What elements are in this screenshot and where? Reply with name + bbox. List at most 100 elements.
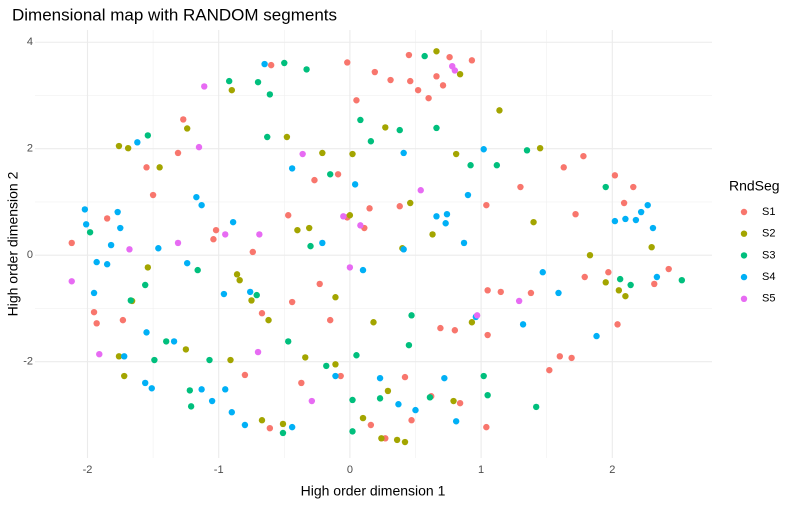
point <box>568 354 575 362</box>
point <box>68 278 75 285</box>
point <box>174 149 182 157</box>
point <box>357 116 364 124</box>
point <box>417 187 424 194</box>
point <box>319 239 326 247</box>
chart-title: Dimensional map with RANDOM segments <box>12 5 337 24</box>
point <box>227 356 234 364</box>
point <box>183 125 191 132</box>
point <box>86 229 94 236</box>
point <box>142 281 149 289</box>
point <box>266 91 274 98</box>
point <box>401 438 409 446</box>
point <box>319 149 326 157</box>
point <box>81 206 89 213</box>
point <box>446 53 453 61</box>
point <box>627 281 634 289</box>
point <box>121 353 128 360</box>
point <box>254 78 262 86</box>
point <box>651 280 658 288</box>
point <box>267 61 275 69</box>
y-tick-label: 0 <box>27 249 33 261</box>
point <box>407 77 414 85</box>
point <box>353 352 360 359</box>
point <box>155 245 162 252</box>
point <box>536 144 544 152</box>
point <box>357 222 364 229</box>
point <box>451 327 459 334</box>
point <box>378 435 385 442</box>
point <box>473 312 481 319</box>
point <box>382 124 389 131</box>
point <box>288 298 296 306</box>
point <box>425 94 432 102</box>
point <box>346 212 354 219</box>
legend-marker <box>740 252 748 259</box>
point <box>353 97 360 104</box>
point <box>665 265 672 273</box>
point <box>456 399 464 407</box>
point <box>126 246 133 253</box>
point <box>332 372 339 380</box>
point <box>90 289 98 297</box>
point <box>279 420 287 428</box>
point <box>359 266 367 274</box>
point <box>294 226 301 234</box>
point <box>497 288 504 296</box>
point <box>241 421 249 429</box>
point <box>414 86 422 94</box>
point <box>439 82 447 89</box>
point <box>407 199 414 207</box>
point <box>581 273 588 281</box>
y-tick-label: 4 <box>27 36 33 48</box>
legend-label: S1 <box>762 206 775 218</box>
point <box>515 297 523 305</box>
point <box>298 379 305 387</box>
point <box>174 239 182 247</box>
legend-marker <box>740 208 748 216</box>
point <box>241 371 249 379</box>
point <box>560 164 567 171</box>
point <box>266 424 274 432</box>
point <box>256 231 263 238</box>
point <box>327 316 334 324</box>
point <box>307 242 314 250</box>
point <box>460 239 468 247</box>
point <box>264 133 271 141</box>
point <box>637 208 645 216</box>
point <box>121 372 128 380</box>
point <box>405 341 413 349</box>
point <box>546 366 553 374</box>
point <box>134 139 141 146</box>
point <box>429 231 436 238</box>
point <box>143 164 150 171</box>
point <box>115 142 123 150</box>
point <box>144 264 152 271</box>
point <box>82 221 90 228</box>
point <box>602 279 609 286</box>
point <box>142 379 149 387</box>
point <box>384 387 392 395</box>
point <box>376 374 384 382</box>
point <box>228 86 236 94</box>
point <box>401 373 409 381</box>
y-axis-label: High order dimension 2 <box>5 171 21 316</box>
point <box>517 183 524 191</box>
point <box>233 271 241 278</box>
point <box>170 338 178 345</box>
point <box>433 48 440 55</box>
point <box>433 124 440 132</box>
point <box>632 216 640 224</box>
point <box>246 288 254 296</box>
point <box>337 372 344 380</box>
point <box>366 205 373 212</box>
point <box>332 294 339 301</box>
point <box>248 297 255 304</box>
point <box>349 428 356 435</box>
point <box>493 162 501 169</box>
point <box>212 226 220 234</box>
point <box>148 385 155 392</box>
point <box>622 292 629 300</box>
point <box>359 414 367 422</box>
point <box>653 273 661 281</box>
